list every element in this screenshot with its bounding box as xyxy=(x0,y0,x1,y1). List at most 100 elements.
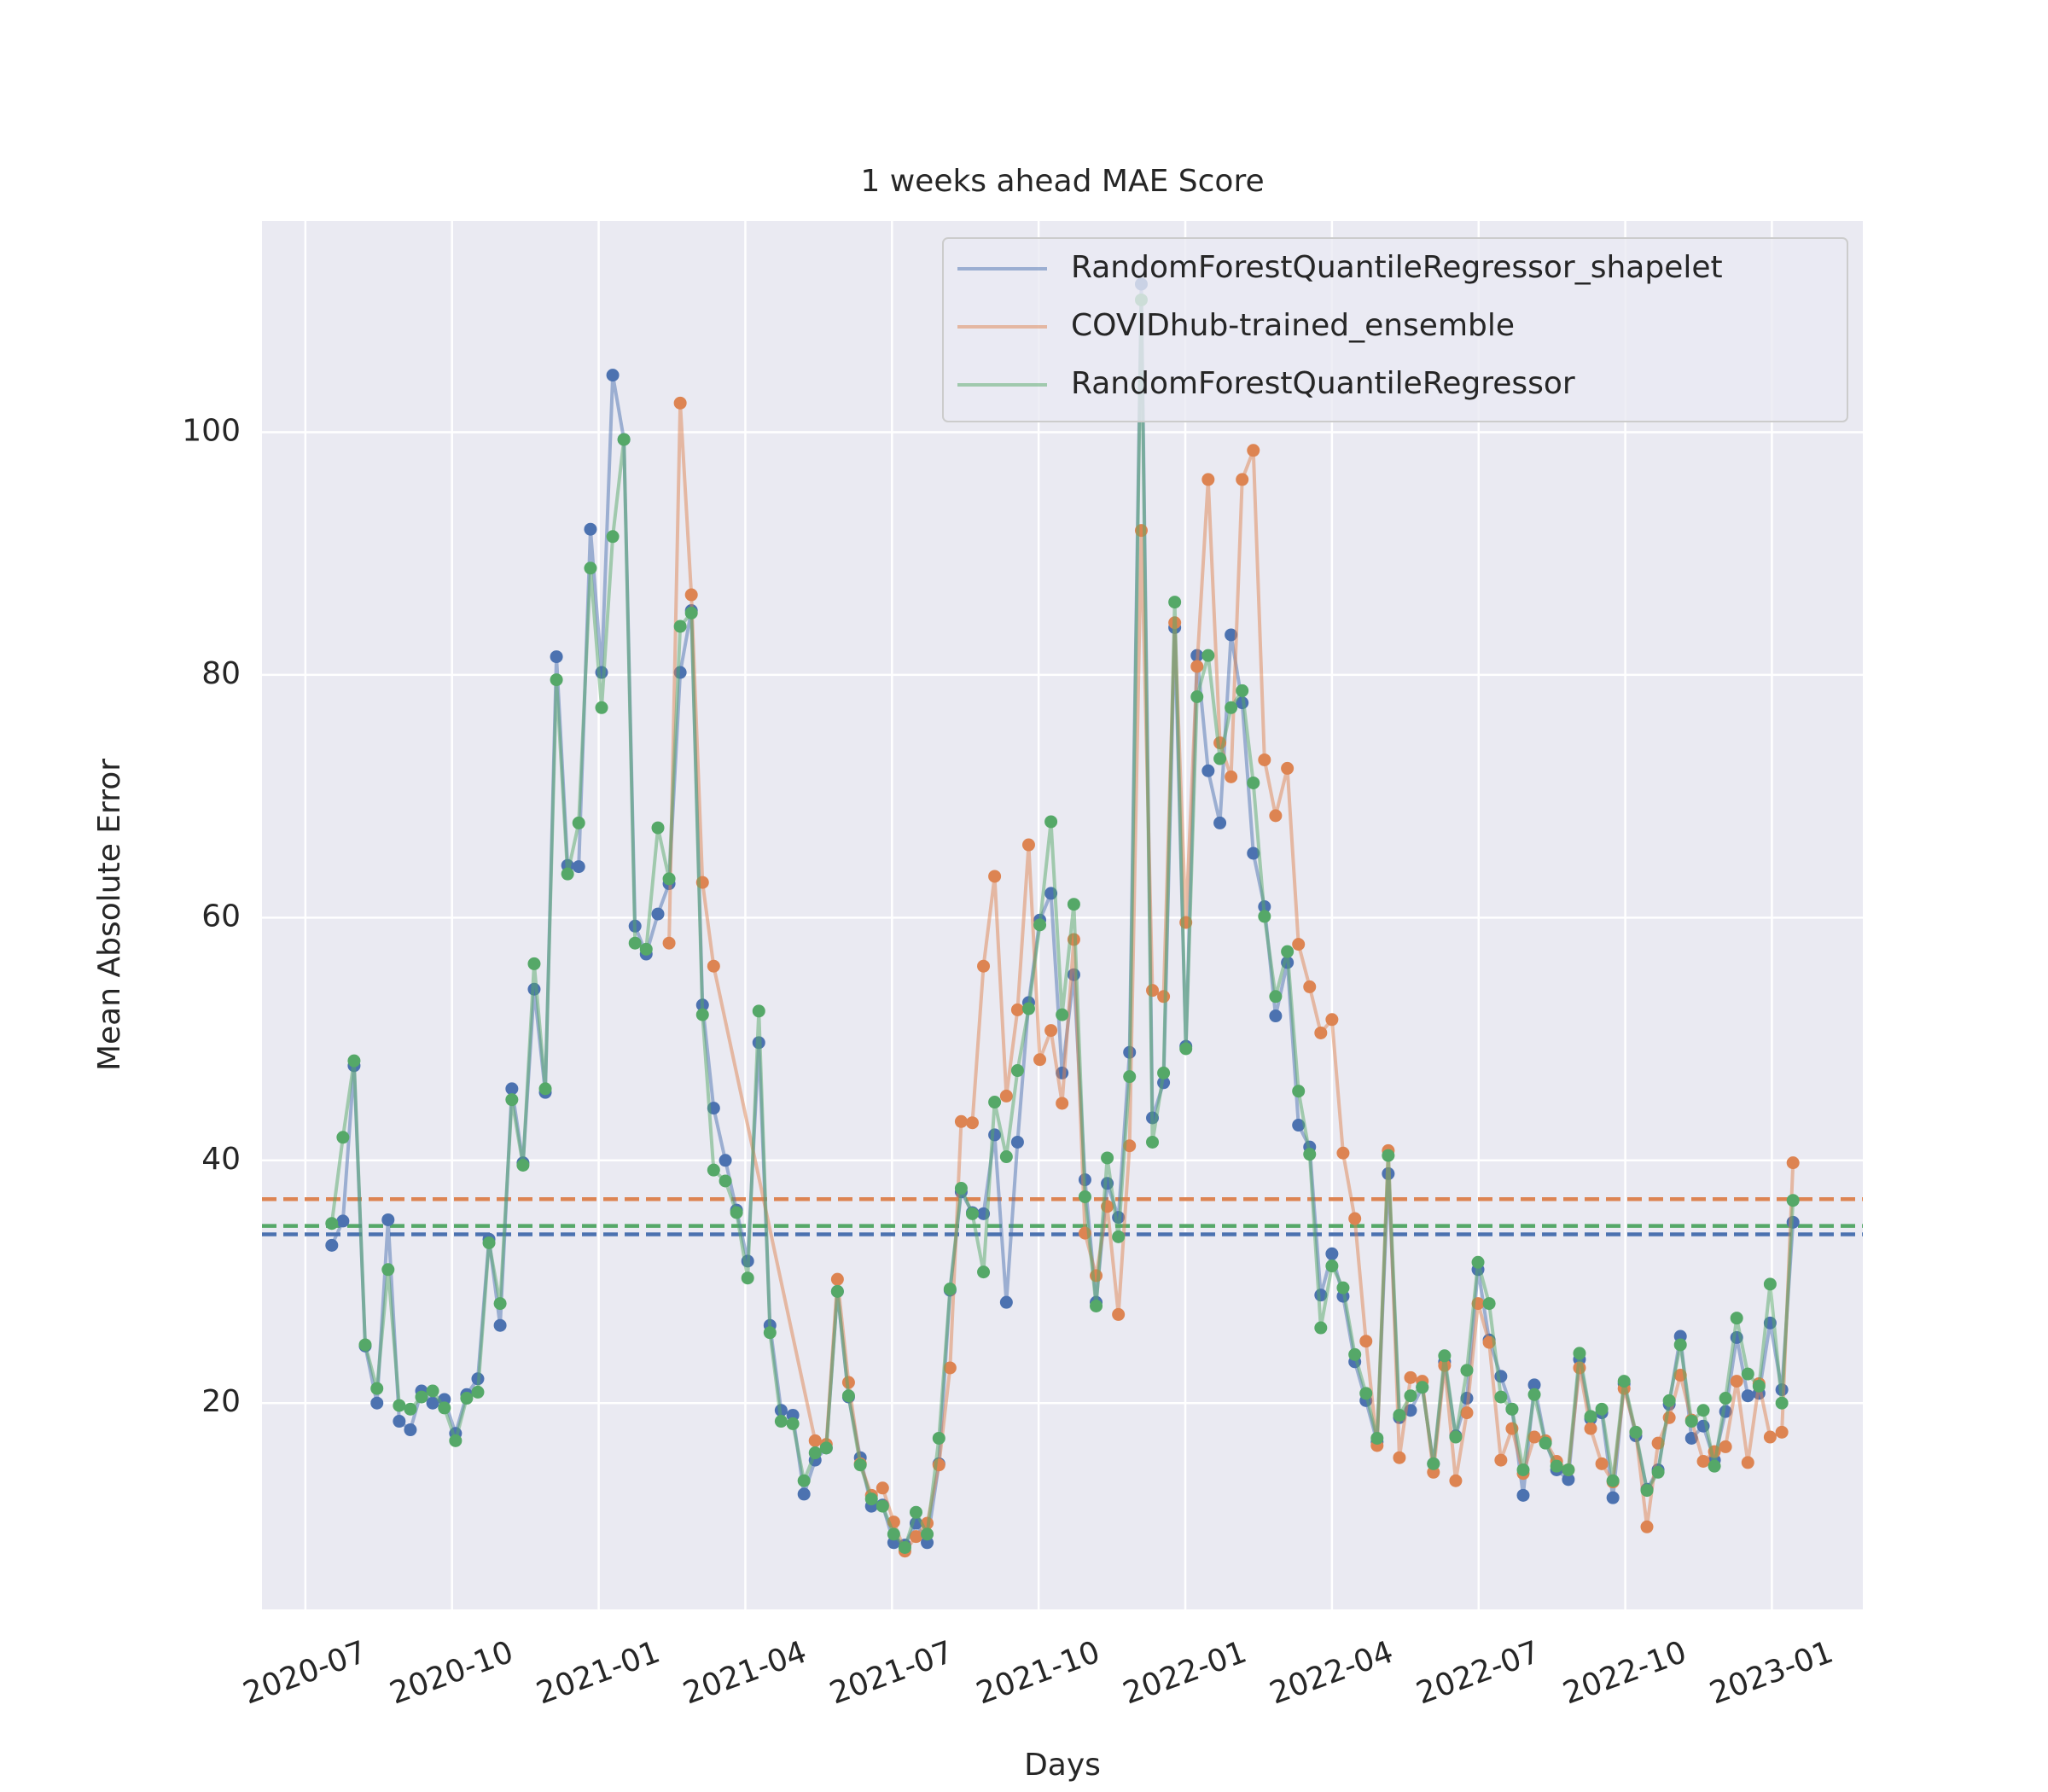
x-tick-label: 2021-10 xyxy=(972,1635,1104,1712)
data-point xyxy=(1292,938,1306,951)
data-point xyxy=(1482,1297,1496,1311)
data-point xyxy=(1168,596,1182,609)
x-tick-label: 2022-04 xyxy=(1265,1635,1398,1712)
data-point xyxy=(1281,945,1295,958)
data-point xyxy=(752,1004,765,1018)
plot xyxy=(262,277,1863,1558)
data-point xyxy=(1573,1347,1586,1360)
data-point xyxy=(550,673,563,687)
data-point xyxy=(584,561,597,575)
data-point xyxy=(1595,1457,1609,1470)
data-point xyxy=(1562,1463,1575,1476)
data-point xyxy=(853,1458,867,1472)
data-point xyxy=(505,1093,519,1107)
data-point xyxy=(1449,1474,1463,1487)
data-point xyxy=(988,1096,1002,1109)
data-point xyxy=(1213,752,1227,765)
data-point xyxy=(1786,1156,1800,1170)
data-point xyxy=(1527,1430,1541,1444)
x-tick-label: 2020-10 xyxy=(386,1635,518,1712)
data-point xyxy=(1763,1430,1777,1444)
x-tick-label: 2023-01 xyxy=(1705,1635,1837,1712)
data-point xyxy=(1393,1408,1406,1422)
data-point xyxy=(628,936,642,950)
data-point xyxy=(1010,1135,1024,1149)
data-point xyxy=(1404,1389,1417,1403)
data-point xyxy=(707,1163,720,1177)
data-point xyxy=(651,907,665,921)
data-point xyxy=(606,369,620,382)
data-point xyxy=(460,1392,474,1405)
data-point xyxy=(1044,815,1058,829)
data-point xyxy=(1460,1364,1474,1377)
data-point xyxy=(1325,1247,1339,1260)
data-point xyxy=(1730,1312,1743,1325)
data-point xyxy=(415,1390,428,1404)
data-point xyxy=(830,1284,844,1298)
data-point xyxy=(1595,1402,1609,1416)
data-point xyxy=(1617,1375,1631,1388)
data-point xyxy=(516,1158,530,1172)
data-point xyxy=(1021,1002,1035,1015)
y-tick-label: 40 xyxy=(201,1142,241,1177)
data-point xyxy=(684,606,698,620)
data-point xyxy=(1258,910,1271,923)
data-point xyxy=(1090,1299,1103,1312)
data-point xyxy=(1010,1064,1024,1078)
x-tick-label: 2022-01 xyxy=(1119,1635,1251,1712)
data-point xyxy=(684,588,698,602)
data-point xyxy=(988,870,1002,883)
data-point xyxy=(393,1399,406,1412)
data-point xyxy=(1314,1026,1328,1039)
data-point xyxy=(1404,1370,1417,1384)
data-point xyxy=(1269,809,1283,823)
data-point xyxy=(404,1423,417,1437)
legend-box xyxy=(942,237,1848,422)
data-point xyxy=(1505,1402,1519,1416)
data-point xyxy=(841,1389,855,1403)
data-point xyxy=(325,1238,339,1252)
data-point xyxy=(1336,1281,1350,1295)
data-point xyxy=(1314,1321,1328,1335)
y-tick-label: 20 xyxy=(201,1384,241,1419)
data-point xyxy=(1348,1212,1362,1225)
data-point xyxy=(1269,1009,1283,1023)
data-point xyxy=(797,1487,811,1501)
data-point xyxy=(977,1265,991,1279)
data-point xyxy=(1370,1431,1384,1445)
data-point xyxy=(808,1434,822,1447)
data-point xyxy=(909,1530,922,1544)
data-point xyxy=(527,957,541,970)
data-point xyxy=(639,942,653,956)
data-point xyxy=(1247,776,1260,789)
data-point xyxy=(449,1434,463,1447)
data-point xyxy=(651,821,665,835)
data-point xyxy=(1292,1085,1306,1098)
data-point xyxy=(1044,1024,1058,1038)
data-point xyxy=(1471,1255,1485,1269)
data-point xyxy=(1179,1042,1193,1056)
data-point xyxy=(1225,628,1238,642)
x-tick-label: 2021-04 xyxy=(678,1635,811,1712)
data-point xyxy=(819,1441,833,1455)
data-point xyxy=(1033,1053,1047,1067)
data-point xyxy=(1494,1453,1508,1467)
data-point xyxy=(1236,473,1249,486)
data-point xyxy=(954,1114,968,1128)
data-point xyxy=(1673,1338,1687,1352)
data-point xyxy=(965,1116,979,1130)
data-point xyxy=(954,1181,968,1195)
data-point xyxy=(786,1417,800,1430)
x-tick-label: 2021-07 xyxy=(825,1635,957,1712)
data-point xyxy=(370,1396,384,1410)
data-point xyxy=(1640,1484,1654,1498)
data-point xyxy=(1146,984,1160,998)
data-point xyxy=(730,1206,743,1219)
data-point xyxy=(1056,1097,1069,1110)
data-point xyxy=(808,1446,822,1460)
data-point xyxy=(887,1527,900,1541)
data-point xyxy=(1112,1307,1126,1321)
data-point xyxy=(909,1505,922,1519)
data-point xyxy=(1662,1393,1676,1407)
data-point xyxy=(1201,764,1215,777)
